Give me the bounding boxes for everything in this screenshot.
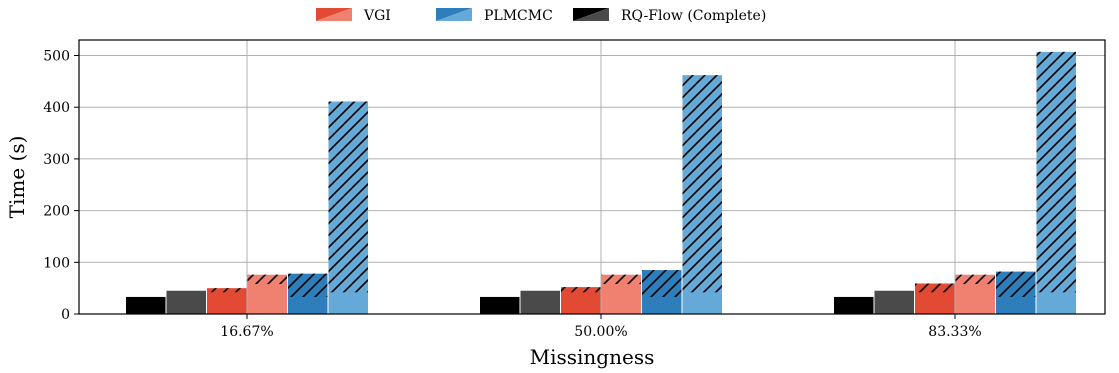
bar: [480, 296, 520, 314]
legend-label: PLMCMC: [484, 8, 553, 24]
y-axis-ticks: 0 100 200 300 400 500: [43, 49, 79, 323]
x-tick-label: 83.33%: [928, 324, 981, 340]
legend-swatch: [436, 8, 472, 21]
y-axis-label: Time (s): [5, 136, 29, 219]
x-tick-label: 16.67%: [220, 324, 273, 340]
bar-hatch: [682, 75, 722, 293]
bar-hatch: [996, 271, 1036, 297]
y-tick-label: 500: [43, 49, 70, 65]
legend-swatch: [573, 8, 609, 21]
y-tick-label: 100: [43, 255, 70, 271]
bar: [520, 290, 560, 314]
y-tick-label: 0: [61, 307, 70, 323]
bar-hatch: [288, 273, 328, 297]
y-tick-label: 200: [43, 204, 70, 220]
legend: VGI PLMCMC RQ-Flow (Complete): [316, 8, 766, 24]
bar: [834, 296, 874, 314]
legend-swatch: [316, 8, 352, 21]
bars: [126, 51, 1076, 315]
y-tick-label: 300: [43, 152, 70, 168]
bar: [126, 296, 166, 314]
bar: [207, 288, 247, 314]
bar-hatch: [915, 283, 955, 293]
bar-hatch: [328, 101, 368, 293]
x-axis-ticks: 16.67% 50.00% 83.33%: [220, 314, 982, 340]
bar-hatch: [207, 288, 247, 293]
bar-hatch: [955, 274, 995, 285]
bar-hatch: [1036, 51, 1076, 293]
y-tick-label: 400: [43, 100, 70, 116]
bar-hatch: [247, 274, 287, 285]
grid: [79, 40, 1105, 315]
bar: [166, 290, 206, 314]
bar-hatch: [642, 270, 682, 297]
legend-label: RQ-Flow (Complete): [621, 8, 766, 24]
bar-hatch: [601, 274, 641, 285]
bar: [874, 290, 914, 314]
x-axis-label: Missingness: [530, 345, 655, 369]
legend-label: VGI: [363, 8, 391, 24]
x-tick-label: 50.00%: [574, 324, 627, 340]
plot-frame: [78, 39, 1106, 315]
bar-hatch: [561, 287, 601, 293]
